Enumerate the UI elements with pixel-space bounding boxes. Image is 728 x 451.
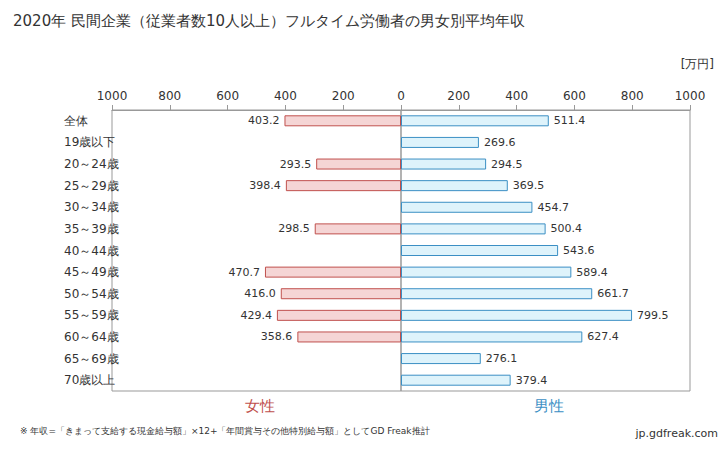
svg-text:429.4: 429.4 (240, 309, 272, 322)
svg-text:20～24歳: 20～24歳 (64, 157, 119, 171)
svg-text:1000: 1000 (675, 89, 706, 103)
svg-text:293.5: 293.5 (280, 158, 312, 171)
svg-text:1000: 1000 (97, 89, 128, 103)
svg-text:400: 400 (505, 89, 528, 103)
svg-text:25～29歳: 25～29歳 (64, 179, 119, 193)
svg-text:589.4: 589.4 (576, 266, 608, 279)
svg-text:800: 800 (621, 89, 644, 103)
svg-text:416.0: 416.0 (244, 287, 276, 300)
svg-text:799.5: 799.5 (637, 309, 669, 322)
svg-text:511.4: 511.4 (554, 114, 586, 127)
svg-text:※ 年収=「きまって支給する現金給与額」×12+「年間賞与そ: ※ 年収=「きまって支給する現金給与額」×12+「年間賞与その他特別給与額」とし… (20, 426, 430, 436)
svg-text:600: 600 (563, 89, 586, 103)
svg-text:294.5: 294.5 (491, 158, 522, 171)
svg-text:全体: 全体 (64, 114, 88, 128)
svg-text:600: 600 (216, 89, 239, 103)
svg-text:65～69歳: 65～69歳 (64, 352, 119, 366)
svg-text:35～39歳: 35～39歳 (64, 222, 119, 236)
svg-text:269.6: 269.6 (484, 136, 516, 149)
svg-text:800: 800 (158, 89, 181, 103)
svg-text:jp.gdfreak.com: jp.gdfreak.com (634, 427, 718, 440)
svg-text:398.4: 398.4 (249, 179, 281, 192)
svg-text:543.6: 543.6 (563, 244, 595, 257)
svg-text:369.5: 369.5 (513, 179, 545, 192)
svg-text:45～49歳: 45～49歳 (64, 265, 119, 279)
svg-text:19歳以下: 19歳以下 (64, 135, 115, 149)
svg-text:358.6: 358.6 (261, 330, 293, 343)
svg-text:60～64歳: 60～64歳 (64, 330, 119, 344)
svg-text:403.2: 403.2 (248, 114, 280, 127)
svg-text:70歳以上: 70歳以上 (64, 373, 115, 387)
svg-text:661.7: 661.7 (597, 287, 629, 300)
svg-text:2020年 民間企業（従業者数10人以上）フルタイム労働者の: 2020年 民間企業（従業者数10人以上）フルタイム労働者の男女別平均年収 (13, 12, 525, 30)
svg-text:30～34歳: 30～34歳 (64, 200, 119, 214)
svg-text:454.7: 454.7 (537, 201, 569, 214)
svg-text:627.4: 627.4 (587, 330, 619, 343)
svg-text:200: 200 (332, 89, 355, 103)
svg-text:500.4: 500.4 (551, 222, 583, 235)
svg-text:50～54歳: 50～54歳 (64, 287, 119, 301)
svg-text:40～44歳: 40～44歳 (64, 244, 119, 258)
svg-text:200: 200 (447, 89, 470, 103)
svg-text:298.5: 298.5 (278, 222, 310, 235)
svg-text:0: 0 (397, 89, 405, 103)
svg-text:55～59歳: 55～59歳 (64, 308, 119, 322)
svg-text:470.7: 470.7 (228, 266, 260, 279)
svg-text:男性: 男性 (534, 397, 564, 415)
svg-text:276.1: 276.1 (486, 352, 518, 365)
svg-text:400: 400 (274, 89, 297, 103)
svg-text:[万円]: [万円] (681, 57, 714, 71)
svg-text:379.4: 379.4 (516, 374, 548, 387)
svg-text:女性: 女性 (245, 397, 275, 415)
